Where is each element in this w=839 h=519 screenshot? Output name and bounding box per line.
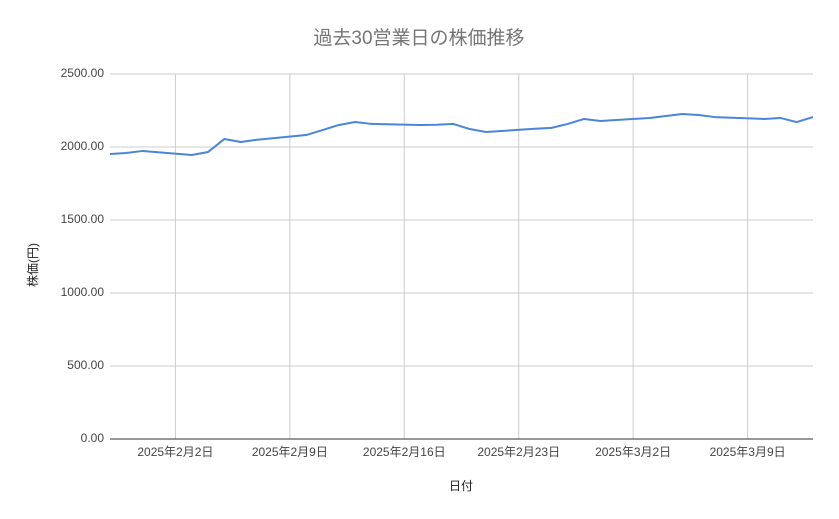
y-axis-title: 株価(円) — [25, 243, 40, 287]
x-axis-title: 日付 — [449, 479, 473, 493]
y-tick-label: 2000.00 — [61, 139, 105, 153]
x-tick-label: 2025年2月2日 — [137, 445, 213, 459]
y-tick-label: 500.00 — [67, 358, 104, 372]
y-tick-label: 1500.00 — [61, 212, 105, 226]
x-tick-label: 2025年3月9日 — [710, 445, 786, 459]
x-tick-label: 2025年2月9日 — [252, 445, 328, 459]
x-tick-label: 2025年2月16日 — [363, 445, 446, 459]
x-tick-label: 2025年3月2日 — [595, 445, 671, 459]
x-tick-label: 2025年2月23日 — [477, 445, 560, 459]
y-tick-label: 0.00 — [81, 431, 105, 445]
chart-title: 過去30営業日の株価推移 — [313, 27, 524, 49]
line-series — [109, 113, 814, 157]
y-tick-label: 2500.00 — [61, 66, 105, 80]
y-tick-label: 1000.00 — [61, 285, 105, 299]
